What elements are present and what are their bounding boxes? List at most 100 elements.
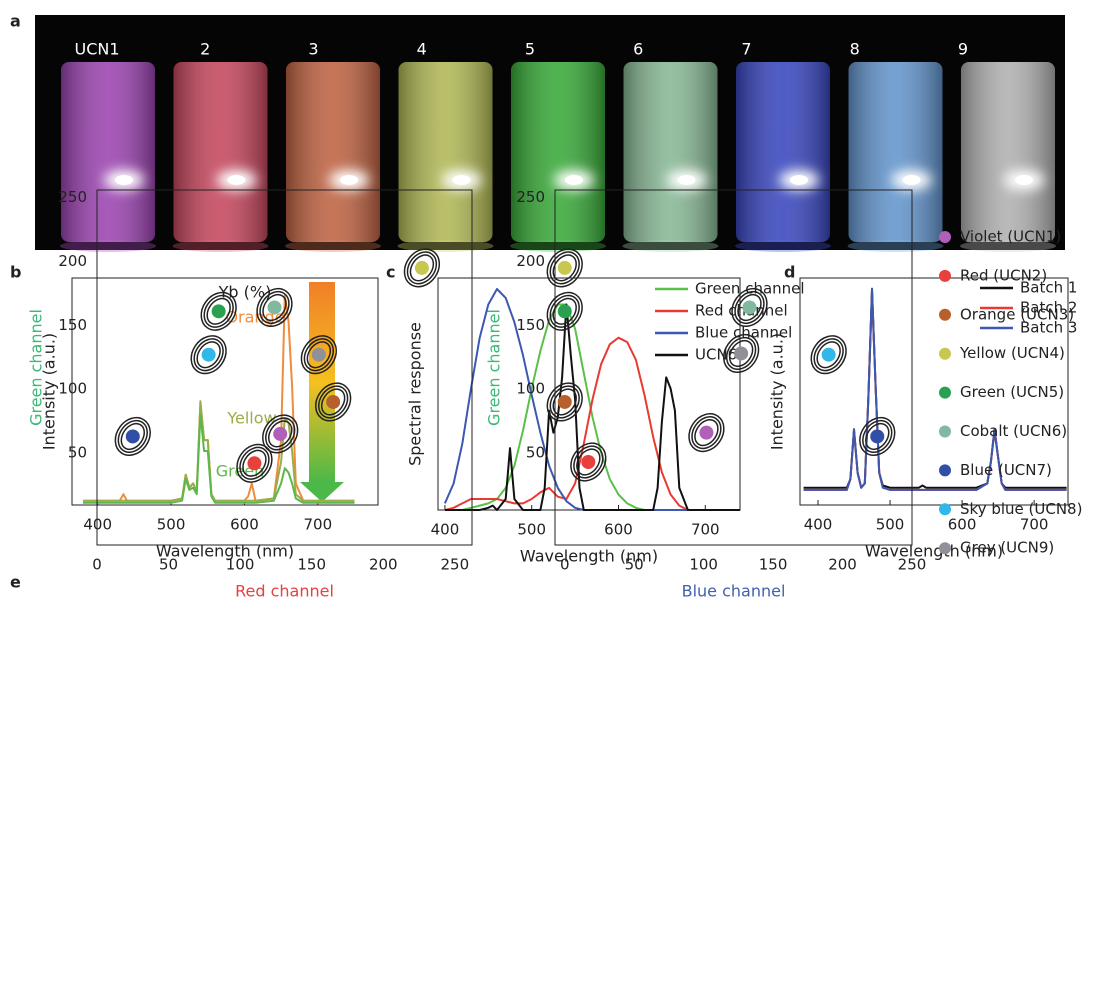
vial-shade — [286, 62, 380, 242]
vial-label: 5 — [525, 40, 535, 59]
legend-swatch — [939, 542, 951, 554]
x-tick-label: 700 — [304, 516, 333, 534]
cluster-point — [742, 300, 756, 314]
legend-swatch — [939, 309, 951, 321]
y-tick-label: 200 — [58, 252, 87, 270]
legend-label: Blue (UCN7) — [960, 461, 1052, 479]
vial-spot — [903, 175, 921, 185]
y-tick-label: 100 — [58, 380, 87, 398]
vial-shade — [61, 62, 155, 242]
x-tick-label: 250 — [441, 556, 470, 574]
vial-spot — [565, 175, 583, 185]
vial-spot — [1015, 175, 1033, 185]
legend-swatch — [939, 270, 951, 282]
x-tick-label: 250 — [898, 556, 927, 574]
x-axis-label: Red channel — [235, 582, 334, 601]
x-tick-label: 600 — [230, 516, 259, 534]
cluster-point — [581, 455, 595, 469]
legend-swatch — [939, 348, 951, 360]
cluster-point — [558, 304, 572, 318]
x-tick-label: 500 — [157, 516, 186, 534]
cluster-point — [212, 304, 226, 318]
panel-label: b — [10, 263, 21, 282]
x-tick-label: 400 — [83, 516, 112, 534]
cluster-point — [273, 427, 287, 441]
x-tick-label: 600 — [604, 521, 633, 539]
y-tick-label: 250 — [58, 188, 87, 206]
panel-label: c — [386, 263, 395, 282]
x-tick-label: 200 — [369, 556, 398, 574]
legend-swatch — [939, 464, 951, 476]
legend-swatch — [939, 387, 951, 399]
vial-spot — [228, 175, 246, 185]
vial-shade — [174, 62, 268, 242]
cluster-point — [822, 348, 836, 362]
panel-label: a — [10, 12, 21, 31]
vial-label: 4 — [417, 40, 427, 59]
cluster-point — [267, 300, 281, 314]
y-tick-label: 250 — [516, 188, 545, 206]
vial-spot — [453, 175, 471, 185]
y-axis-label: Green channel — [27, 309, 46, 426]
cluster-point — [415, 261, 429, 275]
legend-label: Yellow (UCN4) — [959, 344, 1065, 362]
legend-label: Red (UCN2) — [960, 266, 1047, 284]
vial-shade — [849, 62, 943, 242]
panel-label: e — [10, 573, 21, 592]
y-axis-label: Intensity (a.u.) — [768, 333, 787, 450]
y-tick-label: 200 — [516, 252, 545, 270]
vial-spot — [790, 175, 808, 185]
cluster-point — [247, 456, 261, 470]
y-tick-label: 50 — [526, 444, 545, 462]
vial-shade — [511, 62, 605, 242]
cluster-point — [326, 395, 340, 409]
arrow-head — [300, 482, 344, 502]
series-label: Yellow — [226, 409, 276, 428]
vial-shade — [399, 62, 493, 242]
x-tick-label: 50 — [159, 556, 178, 574]
y-tick-label: 150 — [516, 316, 545, 334]
vial-shade — [961, 62, 1055, 242]
legend-label: Sky blue (UCN8) — [960, 500, 1082, 518]
vial-label: 8 — [850, 40, 860, 59]
vial-label: 9 — [958, 40, 968, 59]
arrow-shaft — [309, 282, 335, 482]
vial-shade — [736, 62, 830, 242]
cluster-point — [699, 426, 713, 440]
legend-swatch — [939, 231, 951, 243]
cluster-point — [202, 348, 216, 362]
x-tick-label: 100 — [689, 556, 718, 574]
x-tick-label: 100 — [226, 556, 255, 574]
y-tick-label: 50 — [68, 444, 87, 462]
y-axis-label: Spectral response — [406, 322, 425, 466]
legend-label: Cobalt (UCN6) — [960, 422, 1067, 440]
cluster-point — [558, 261, 572, 275]
x-tick-label: 0 — [92, 556, 102, 574]
vial-label: UCN1 — [74, 40, 119, 59]
legend-swatch — [939, 503, 951, 515]
vial-shade — [624, 62, 718, 242]
x-tick-label: 700 — [691, 521, 720, 539]
cluster-point — [126, 429, 140, 443]
y-tick-label: 150 — [58, 316, 87, 334]
cluster-point — [870, 429, 884, 443]
vial-label: 7 — [741, 40, 751, 59]
vial-spot — [340, 175, 358, 185]
x-tick-label: 600 — [948, 516, 977, 534]
cluster-point — [312, 348, 326, 362]
legend-label: Grey (UCN9) — [960, 539, 1054, 557]
vial-spot — [115, 175, 133, 185]
y-tick-label: 100 — [516, 380, 545, 398]
x-tick-label: 0 — [560, 556, 570, 574]
x-tick-label: 700 — [1020, 516, 1049, 534]
x-tick-label: 500 — [517, 521, 546, 539]
x-tick-label: 200 — [828, 556, 857, 574]
x-tick-label: 400 — [431, 521, 460, 539]
x-tick-label: 150 — [759, 556, 788, 574]
legend-swatch — [939, 426, 951, 438]
cluster-point — [734, 346, 748, 360]
cluster-point — [558, 395, 572, 409]
legend-label: Green (UCN5) — [960, 383, 1064, 401]
legend-label: Orange (UCN3) — [960, 305, 1074, 323]
legend-label: Red channel — [695, 302, 788, 320]
